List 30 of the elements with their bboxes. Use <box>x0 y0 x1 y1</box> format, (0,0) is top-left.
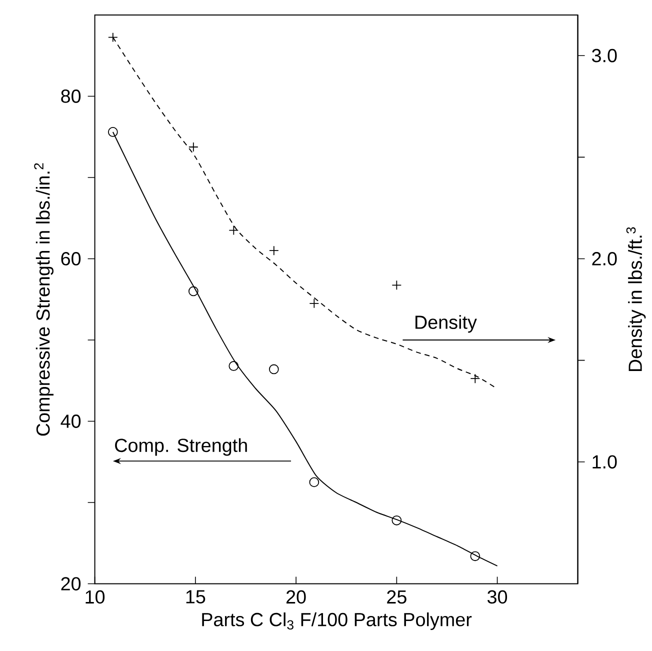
annotation: Density <box>416 315 477 333</box>
point <box>228 361 239 372</box>
x-tick-label: 10 <box>86 590 105 604</box>
x-tick-label: 20 <box>286 590 306 604</box>
point <box>309 298 320 309</box>
point <box>392 516 402 526</box>
y-tick-label: 60 <box>61 252 81 266</box>
x-tick-label: 25 <box>387 590 406 604</box>
point <box>108 32 118 42</box>
annotation: Comp. Strength <box>115 438 247 456</box>
y-tick-label: 20 <box>61 577 81 591</box>
x-tick-label: 15 <box>186 590 206 604</box>
x-axis-title: Parts C Cl$_{3}$ F/100 Parts Polymer <box>202 612 472 630</box>
point <box>188 286 198 296</box>
y-axis-title: Compressive Strength in lbs./in.$^{2}$ <box>34 163 54 436</box>
y-tick-label: 40 <box>60 414 81 428</box>
point <box>188 142 198 152</box>
y2-tick-label: 2.0 <box>592 252 617 266</box>
x-tick-label: 30 <box>488 590 508 604</box>
point <box>268 246 279 256</box>
point <box>108 127 118 138</box>
y2-tick-label: 3.0 <box>592 49 617 62</box>
point <box>309 477 320 488</box>
point <box>392 280 402 290</box>
point <box>268 364 279 374</box>
point <box>228 226 239 236</box>
y2-tick-label: 1.0 <box>592 455 617 469</box>
y2-axis-title: Density in lbs./ft.$^{3}$ <box>626 227 646 372</box>
y-tick-label: 80 <box>61 90 81 104</box>
point <box>470 551 480 562</box>
